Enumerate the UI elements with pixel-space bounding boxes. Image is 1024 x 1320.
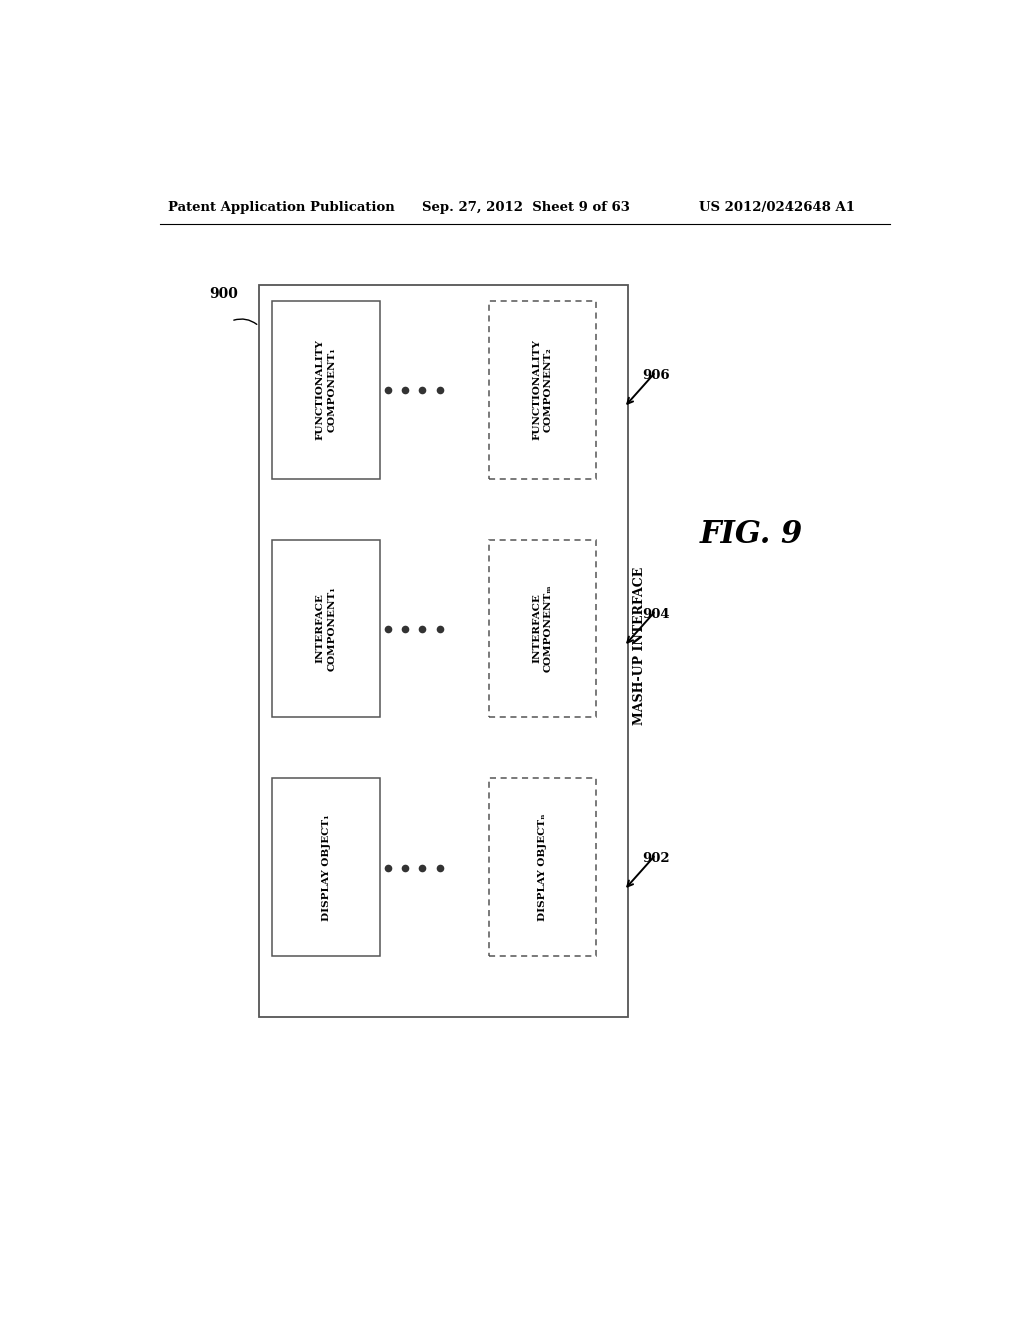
Text: DISPLAY OBJECTₙ: DISPLAY OBJECTₙ	[539, 813, 547, 921]
Text: DISPLAY OBJECT₁: DISPLAY OBJECT₁	[322, 814, 331, 920]
Text: FIG. 9: FIG. 9	[699, 519, 803, 550]
Text: INTERFACE
COMPONENT₁: INTERFACE COMPONENT₁	[315, 586, 337, 671]
FancyArrowPatch shape	[233, 319, 257, 325]
Text: 906: 906	[642, 370, 670, 381]
Text: FUNCTIONALITY
COMPONENT₂: FUNCTIONALITY COMPONENT₂	[532, 339, 553, 440]
Bar	[489, 301, 596, 479]
Bar	[272, 301, 380, 479]
Text: US 2012/0242648 A1: US 2012/0242648 A1	[699, 201, 855, 214]
Bar	[272, 779, 380, 956]
Text: 900: 900	[209, 286, 238, 301]
Bar	[272, 540, 380, 718]
Text: FUNCTIONALITY
COMPONENT₁: FUNCTIONALITY COMPONENT₁	[315, 339, 337, 440]
Text: Sep. 27, 2012  Sheet 9 of 63: Sep. 27, 2012 Sheet 9 of 63	[422, 201, 630, 214]
Text: Patent Application Publication: Patent Application Publication	[168, 201, 394, 214]
Text: 902: 902	[642, 851, 670, 865]
Bar	[259, 285, 628, 1018]
Bar	[489, 779, 596, 956]
Text: 904: 904	[642, 609, 670, 620]
Bar	[489, 540, 596, 718]
Text: INTERFACE
COMPONENTₘ: INTERFACE COMPONENTₘ	[532, 585, 553, 672]
Text: MASH-UP INTERFACE: MASH-UP INTERFACE	[634, 568, 646, 726]
